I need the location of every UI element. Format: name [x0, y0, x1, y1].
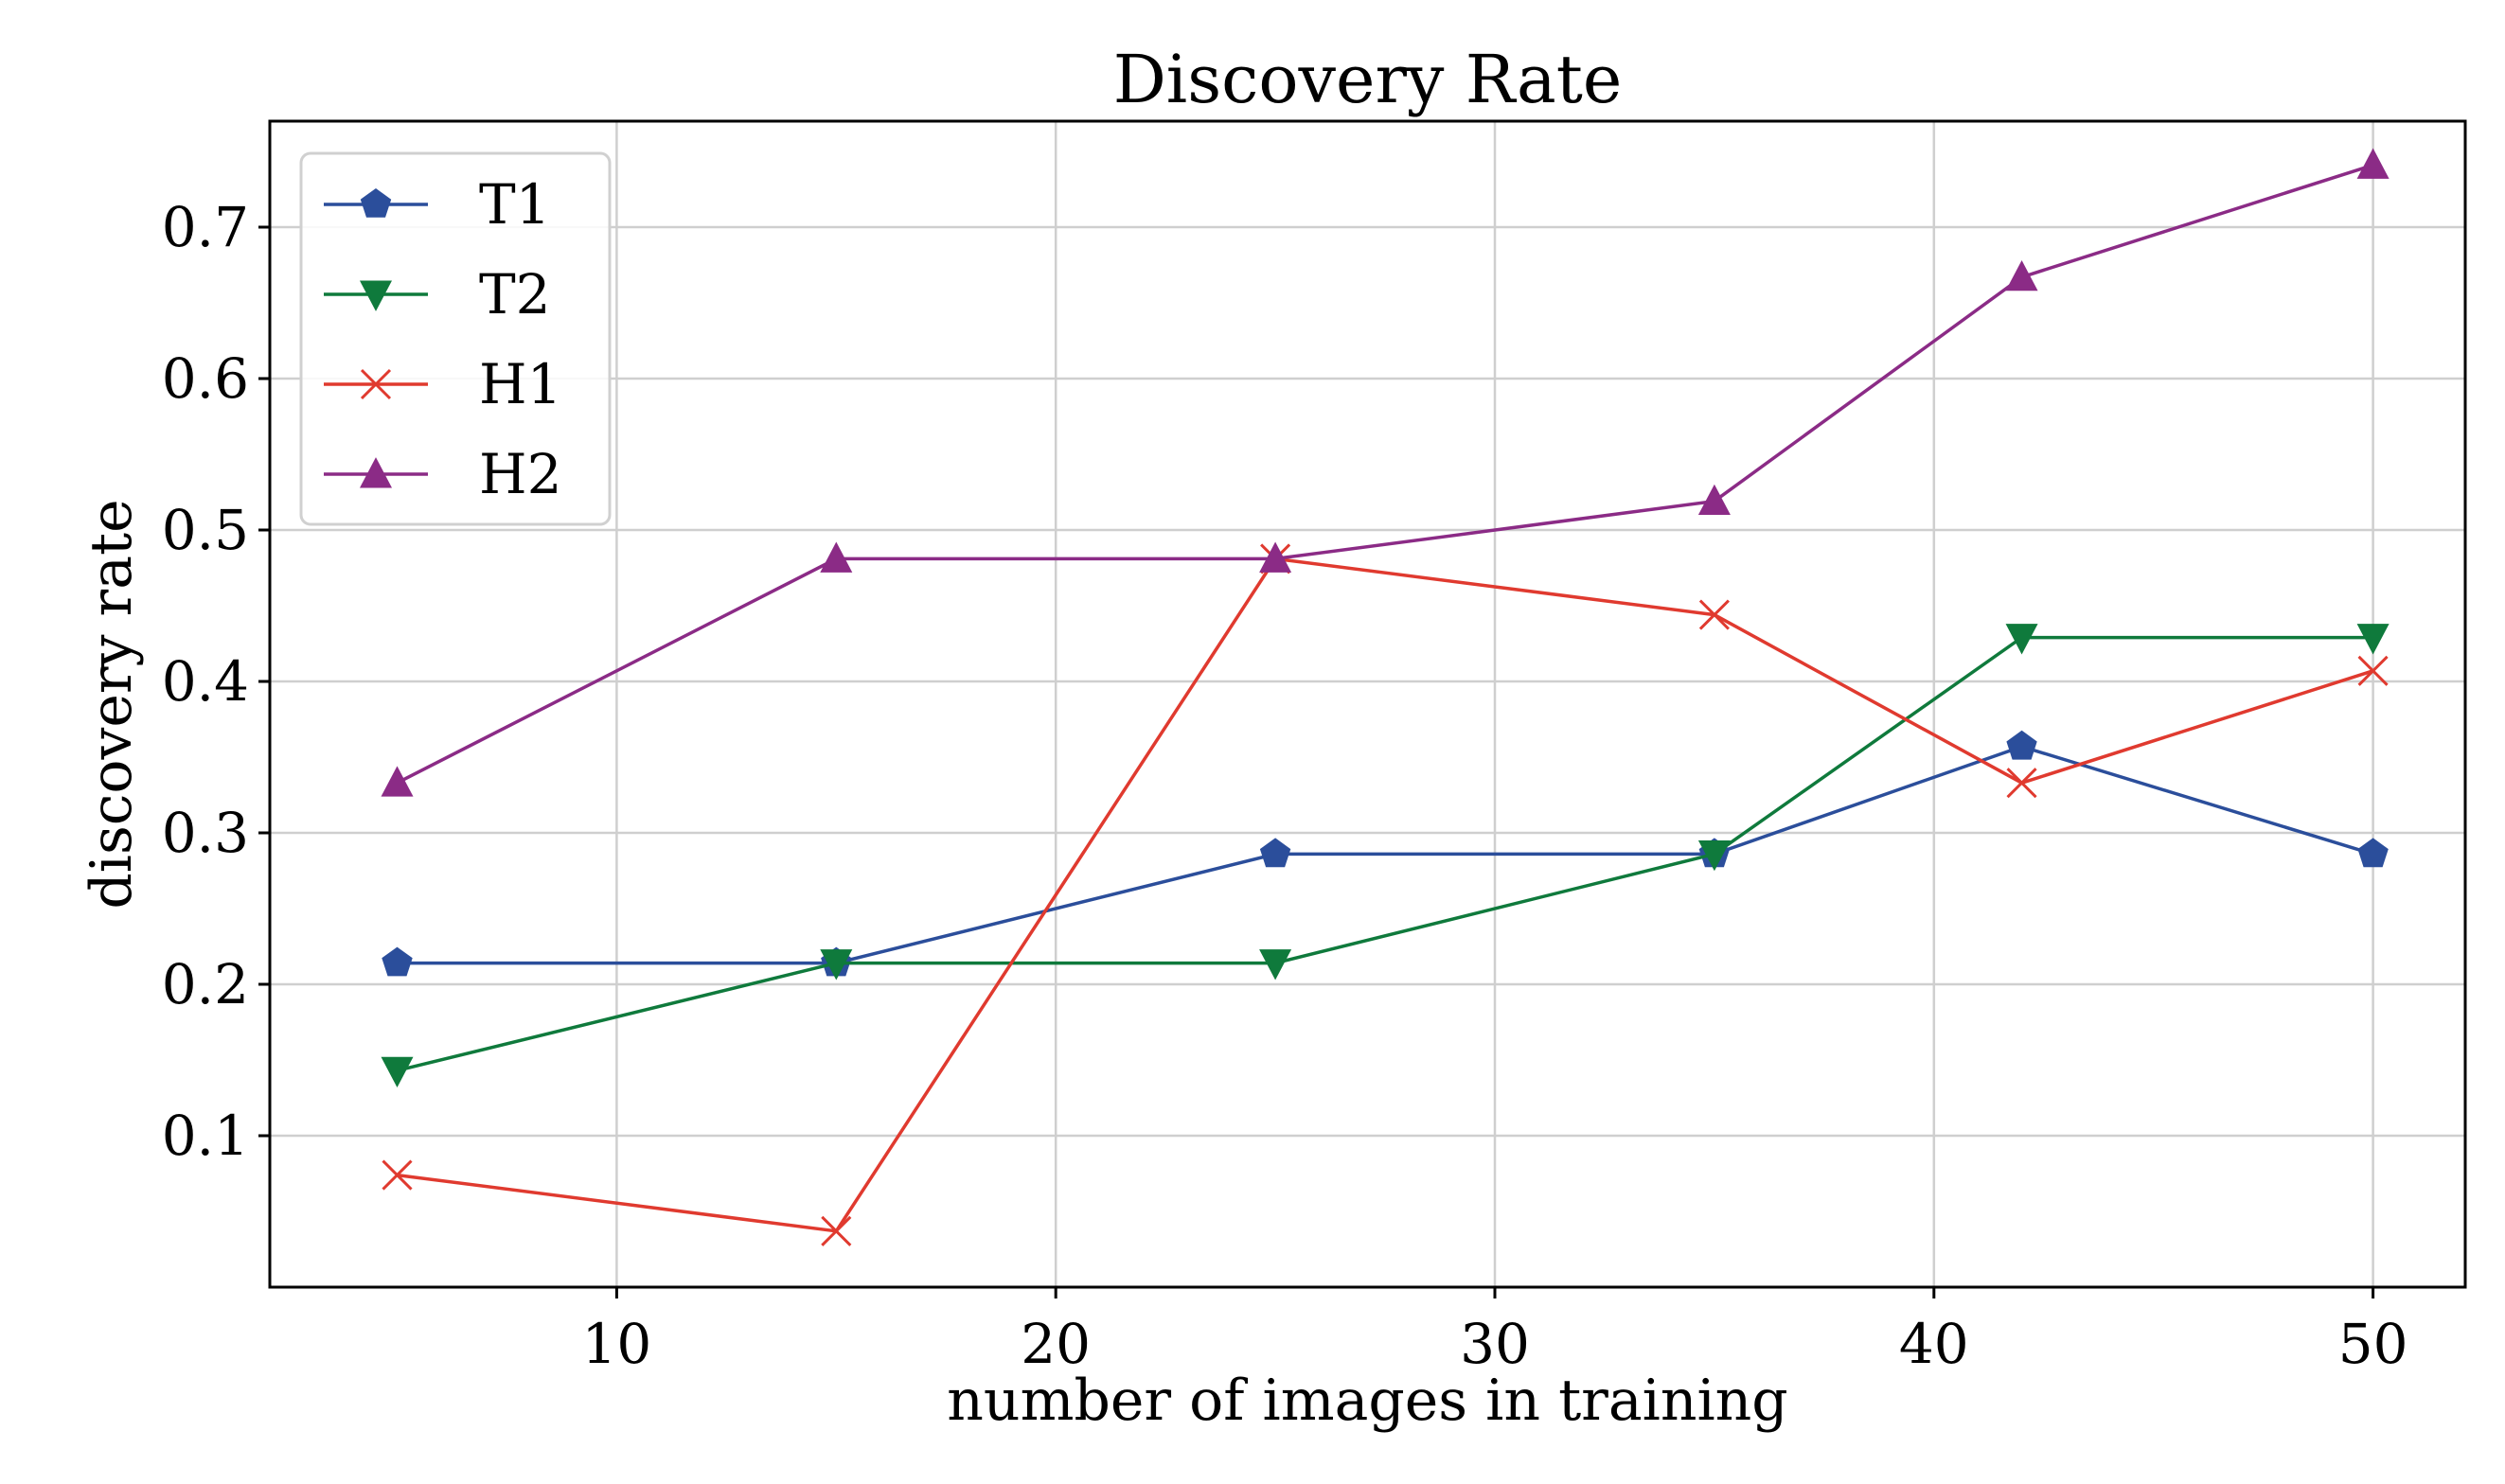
series-h2-point: [2005, 259, 2038, 292]
series-h1-point: [1698, 599, 1730, 630]
legend-item-t1: T1: [324, 172, 551, 237]
x-tick-label: 20: [1021, 1312, 1091, 1376]
legend-item-h1: H1: [324, 352, 561, 416]
x-tick-label: 30: [1460, 1312, 1530, 1376]
x-tick-label: 10: [581, 1312, 651, 1376]
series-t2-line: [397, 635, 2373, 1072]
series-t2-point: [1697, 839, 1731, 872]
legend-label: H2: [479, 442, 561, 506]
chart-title: Discovery Rate: [1113, 41, 1623, 118]
series-h2-point: [1697, 484, 1731, 516]
series-t1-point: [2357, 838, 2389, 868]
legend-swatch-marker: [360, 280, 392, 311]
y-tick-label: 0.1: [162, 1104, 249, 1168]
plot-area-frame: [268, 119, 2467, 1289]
y-tick-label: 0.6: [162, 346, 249, 411]
legend-label: T1: [479, 172, 551, 237]
y-tick-label: 0.2: [162, 952, 249, 1016]
series-h2-point: [820, 541, 853, 573]
legend-label: T2: [479, 262, 551, 327]
legend-item-t2: T2: [324, 262, 551, 327]
series-layer: [381, 148, 2390, 1246]
legend-box: [299, 151, 612, 526]
series-t2-point: [2005, 624, 2038, 655]
legend-swatch-marker: [360, 188, 392, 218]
series-t2-point: [820, 949, 853, 980]
y-tick-label: 0.5: [162, 498, 249, 562]
series-h1-point: [382, 1159, 413, 1191]
series-h2-point: [2356, 148, 2390, 179]
y-tick-label: 0.3: [162, 801, 249, 865]
series-h2: [381, 148, 2390, 797]
y-axis-label: discovery rate: [79, 499, 145, 909]
y-tick-label: 0.4: [162, 649, 249, 714]
axis-ticks: 10 20 30 40 50 0.1 0.2 0.3 0.4 0.5 0.6 0.7: [162, 195, 2408, 1376]
series-t2: [381, 624, 2390, 1088]
series-h2-point: [381, 766, 414, 797]
legend-item-h2: H2: [324, 442, 561, 506]
legend-swatch-marker: [360, 368, 392, 400]
series-h1-line: [397, 556, 2374, 1233]
series-t2-point: [381, 1056, 414, 1088]
series-h1-point: [2357, 655, 2389, 686]
x-tick-label: 40: [1899, 1312, 1969, 1376]
legend-swatch-marker: [360, 457, 392, 488]
grid-lines: [270, 121, 2465, 1287]
series-t1-point: [382, 946, 413, 977]
series-h2-point: [1259, 541, 1292, 573]
series-t2-point: [1259, 949, 1292, 980]
x-axis-label: number of images in training: [947, 1368, 1787, 1434]
y-tick-label: 0.7: [162, 195, 249, 259]
x-tick-label: 50: [2338, 1312, 2408, 1376]
series-h1-point: [821, 1215, 852, 1246]
series-t1-point: [2006, 730, 2037, 760]
legend-label: H1: [479, 352, 561, 416]
series-t1-point: [1259, 838, 1291, 868]
legend: T1 T2 H1 H2: [299, 151, 612, 526]
series-h2-line: [396, 163, 2374, 785]
series-t2-point: [2356, 624, 2390, 655]
series-h1-point: [2006, 768, 2037, 799]
